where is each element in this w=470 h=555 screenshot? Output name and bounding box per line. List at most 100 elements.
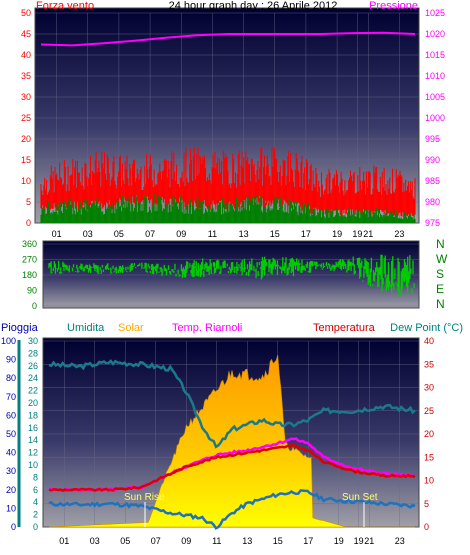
dew-point-label: Dew Point (°C) — [390, 322, 463, 334]
humidity-tick: 28 — [28, 348, 38, 358]
sun-set-label: Sun Set — [342, 492, 378, 503]
time-tick: 17 — [303, 536, 313, 546]
rain-tick: 30 — [6, 466, 16, 476]
time-tick: 05 — [114, 229, 124, 239]
pressure-axis: 975 980 985 990 995 1000 1005 1010 1015 1020 1025 — [425, 8, 445, 228]
rain-label: Pioggia — [1, 322, 39, 334]
pressure-tick: 1000 — [425, 113, 445, 123]
wind-direction-series — [48, 254, 415, 297]
humidity-tick: 14 — [28, 435, 38, 445]
wind-tick: 40 — [21, 50, 31, 60]
rain-tick: 20 — [6, 485, 16, 495]
wind-tick: 20 — [21, 134, 31, 144]
rain-tick: 60 — [6, 410, 16, 420]
humidity-tick: 0 — [33, 522, 38, 532]
wind-tick: 25 — [21, 113, 31, 123]
wind-tick: 10 — [21, 176, 31, 186]
humidity-line — [48, 359, 416, 449]
temperature-line — [48, 443, 416, 492]
direction-panel-bg — [42, 240, 420, 309]
time-tick: 19 — [332, 229, 342, 239]
compass-label: E — [436, 282, 444, 296]
time-tick: 23 — [394, 229, 404, 239]
temperature-tick: 15 — [424, 452, 434, 462]
time-tick: 19 — [354, 536, 364, 546]
wind-tick: 0 — [26, 218, 31, 228]
compass-label: S — [436, 267, 444, 281]
time-tick: 21 — [363, 229, 373, 239]
wind-axis-label: Forza vento — [36, 0, 94, 12]
temperature-label: Temperatura — [313, 322, 376, 334]
wind-tick: 50 — [21, 8, 31, 18]
pressure-tick: 975 — [425, 218, 440, 228]
wind-speed-axis: 0 5 10 15 20 25 30 35 40 45 50 — [21, 8, 31, 228]
time-tick: 03 — [83, 229, 93, 239]
time-tick: 17 — [301, 229, 311, 239]
chart-title: 24 hour graph day : 26 Aprile 2012 — [169, 0, 338, 12]
time-tick: 07 — [145, 229, 155, 239]
time-tick: 21 — [364, 536, 374, 546]
rain-tick: 0 — [11, 522, 16, 532]
pressure-axis-label: Pressione — [369, 0, 418, 12]
direction-tick: 270 — [22, 255, 37, 265]
humidity-tick: 24 — [28, 373, 38, 383]
humidity-tick: 26 — [28, 361, 38, 371]
time-tick: 05 — [120, 536, 130, 546]
pressure-tick: 990 — [425, 155, 440, 165]
humidity-label: Umidita — [67, 322, 105, 334]
time-tick: 15 — [273, 536, 283, 546]
time-tick: 09 — [181, 536, 191, 546]
time-tick: 11 — [212, 536, 221, 546]
rain-tick: 10 — [6, 503, 16, 513]
wind-tick: 45 — [21, 29, 31, 39]
humidity-tick: 12 — [28, 448, 38, 458]
temperature-tick: 0 — [424, 522, 429, 532]
pressure-line — [40, 31, 416, 47]
pressure-tick: 1005 — [425, 92, 445, 102]
rain-axis: 0 10 20 30 40 50 60 70 80 90 100 — [1, 336, 16, 532]
direction-panel-grid — [43, 243, 419, 307]
riarnoli-label: Temp. Riarnoli — [172, 322, 242, 334]
wind-tick: 30 — [21, 92, 31, 102]
humidity-tick: 18 — [28, 410, 38, 420]
dew-point-line — [48, 489, 416, 530]
solar-label: Solar — [118, 322, 144, 334]
wind-tick: 35 — [21, 71, 31, 81]
pressure-tick: 1010 — [425, 71, 445, 81]
humidity-tick: 16 — [28, 423, 38, 433]
time-tick: 01 — [59, 536, 69, 546]
humidity-tick: 6 — [33, 485, 38, 495]
rain-tick: 50 — [6, 429, 16, 439]
compass-label: N — [436, 297, 445, 311]
time-tick: 01 — [52, 229, 62, 239]
pressure-tick: 1025 — [425, 8, 445, 18]
wind-average-series — [40, 193, 416, 223]
temperature-axis: 0 5 10 15 20 25 30 35 40 — [424, 336, 434, 532]
humidity-tick: 22 — [28, 386, 38, 396]
time-tick: 11 — [208, 229, 217, 239]
humidity-tick: 20 — [28, 398, 38, 408]
pressure-tick: 995 — [425, 134, 440, 144]
humidity-tick: 8 — [33, 472, 38, 482]
solar-area — [48, 354, 415, 528]
time-tick: 23 — [395, 536, 405, 546]
temperature-tick: 30 — [424, 383, 434, 393]
direction-tick: 180 — [22, 270, 37, 280]
pressure-tick: 1015 — [425, 50, 445, 60]
compass-label: N — [436, 237, 445, 251]
time-tick: 09 — [176, 229, 186, 239]
time-tick: 19 — [352, 229, 362, 239]
temperature-tick: 40 — [424, 336, 434, 346]
direction-tick: 360 — [22, 239, 37, 249]
temp-time-axis: 01 03 05 07 09 11 13 15 17 19 19 21 23 — [59, 536, 405, 546]
pressure-tick: 985 — [425, 176, 440, 186]
temperature-tick: 5 — [424, 499, 429, 509]
rain-tick: 80 — [6, 373, 16, 383]
direction-tick: 0 — [32, 301, 37, 311]
temperature-tick: 10 — [424, 476, 434, 486]
temperature-tick: 20 — [424, 429, 434, 439]
sun-rise-label: Sun Rise — [124, 492, 165, 503]
